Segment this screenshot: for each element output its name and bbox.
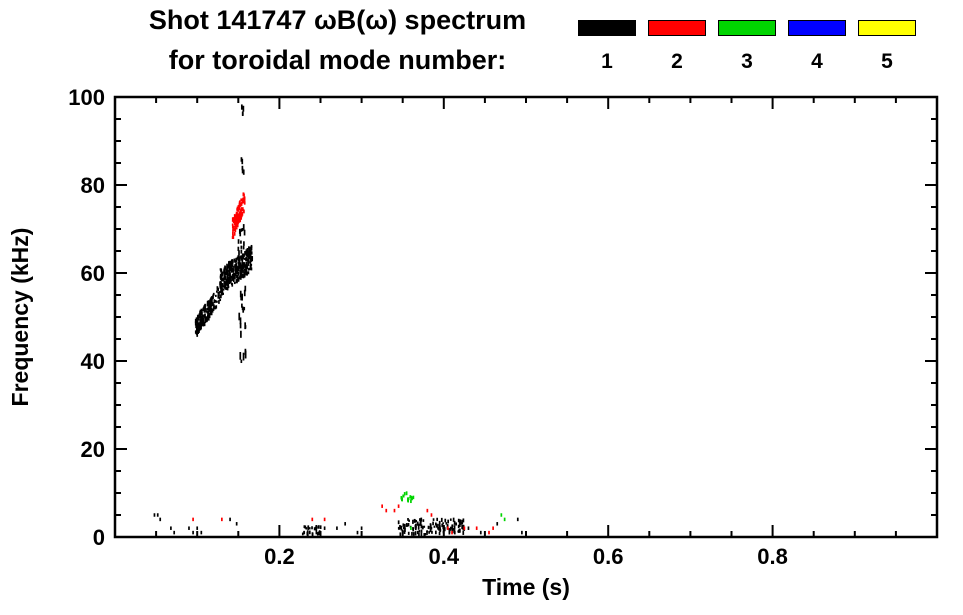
y-tick-label: 20 bbox=[81, 437, 105, 462]
x-tick-label: 0.2 bbox=[264, 544, 295, 569]
figure-title: Shot 141747 ωB(ω) spectrum bbox=[148, 5, 527, 35]
legend-label-n4: 4 bbox=[811, 50, 823, 73]
x-tick-label: 0.6 bbox=[593, 544, 624, 569]
legend-swatch-n1 bbox=[578, 20, 636, 36]
legend-label-n1: 1 bbox=[601, 50, 613, 73]
legend-swatch-n4 bbox=[788, 20, 846, 36]
legend-label-n2: 2 bbox=[671, 50, 683, 73]
y-tick-label: 0 bbox=[93, 525, 105, 550]
legend-swatch-n3 bbox=[718, 20, 776, 36]
y-tick-label: 40 bbox=[81, 349, 105, 374]
legend-swatch-n2 bbox=[648, 20, 706, 36]
x-tick-label: 0.8 bbox=[757, 544, 788, 569]
title-block: Shot 141747 ωB(ω) spectrum for toroidal … bbox=[60, 0, 615, 80]
figure-subtitle: for toroidal mode number: bbox=[168, 45, 507, 75]
legend-label-n5: 5 bbox=[881, 50, 893, 73]
legend: 1 2 3 4 5 bbox=[0, 0, 963, 85]
y-tick-label: 80 bbox=[81, 173, 105, 198]
x-axis-label: Time (s) bbox=[482, 574, 570, 600]
legend-label-n3: 3 bbox=[741, 50, 753, 73]
y-tick-label: 60 bbox=[81, 261, 105, 286]
plot-frame bbox=[113, 95, 939, 539]
x-tick-label: 0.4 bbox=[429, 544, 460, 569]
legend-swatch-n5 bbox=[858, 20, 916, 36]
y-axis-label: Frequency (kHz) bbox=[7, 228, 33, 407]
y-tick-label: 100 bbox=[68, 85, 105, 110]
